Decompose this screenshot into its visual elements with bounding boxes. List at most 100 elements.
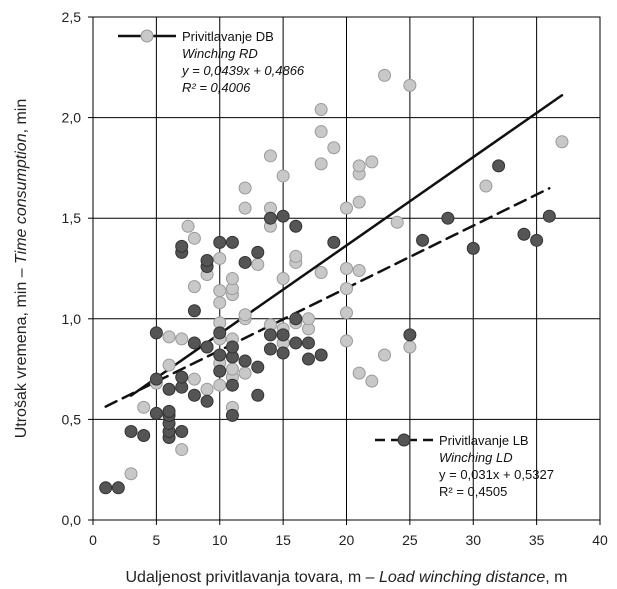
point-db bbox=[365, 155, 379, 169]
point-db bbox=[403, 78, 417, 92]
x-tick-label: 35 bbox=[529, 532, 545, 548]
point-db bbox=[378, 348, 392, 362]
point-lb bbox=[492, 159, 506, 173]
point-db bbox=[365, 374, 379, 388]
y-axis-title: Utrošak vremena, min – Time consumption,… bbox=[13, 99, 30, 439]
point-lb bbox=[149, 326, 163, 340]
x-tick-label: 30 bbox=[465, 532, 481, 548]
point-lb bbox=[137, 428, 151, 442]
point-db bbox=[327, 141, 341, 155]
point-db bbox=[213, 251, 227, 265]
y-axis-title-italic: Time consumption bbox=[13, 133, 30, 264]
point-lb bbox=[466, 241, 480, 255]
point-lb bbox=[276, 209, 290, 223]
point-lb bbox=[99, 481, 113, 495]
legend-db-equation: y = 0,0439x + 0,4866 bbox=[181, 63, 305, 78]
x-tick-label: 5 bbox=[152, 532, 160, 548]
point-db bbox=[352, 195, 366, 209]
point-lb bbox=[251, 360, 265, 374]
point-db bbox=[276, 272, 290, 286]
point-lb bbox=[301, 336, 315, 350]
point-lb bbox=[251, 388, 265, 402]
point-db bbox=[340, 262, 353, 275]
legend-lb-subtitle: Winching LD bbox=[439, 450, 513, 465]
x-tick-label: 10 bbox=[212, 532, 228, 548]
point-lb bbox=[289, 219, 303, 233]
point-db bbox=[352, 264, 366, 278]
point-lb bbox=[327, 235, 341, 249]
point-db bbox=[352, 366, 366, 380]
y-tick-label: 1,0 bbox=[62, 311, 82, 327]
point-db bbox=[213, 378, 227, 392]
x-axis-title-plain: Udaljenost privitlavanja tovara, m – bbox=[125, 569, 378, 586]
point-db bbox=[137, 400, 151, 414]
legend-lb: Privitlavanje LB Winching LD y = 0,031x … bbox=[375, 433, 554, 499]
point-lb bbox=[187, 336, 201, 350]
point-db bbox=[162, 358, 176, 372]
point-lb bbox=[225, 340, 239, 354]
point-db bbox=[289, 249, 303, 263]
point-lb bbox=[530, 233, 544, 247]
point-lb bbox=[162, 404, 176, 418]
axis-ticks: 0 5 10 15 20 25 30 35 40 0,0 0,5 1,0 1,5 2,0 2,5 bbox=[62, 9, 608, 548]
point-lb bbox=[289, 312, 303, 326]
point-db bbox=[251, 257, 265, 271]
y-tick-label: 2,0 bbox=[62, 110, 82, 126]
point-lb bbox=[403, 328, 417, 342]
x-tick-label: 0 bbox=[89, 532, 97, 548]
point-db bbox=[276, 169, 290, 183]
point-db bbox=[314, 125, 328, 139]
point-lb bbox=[263, 328, 277, 342]
point-db bbox=[175, 332, 189, 346]
point-db bbox=[340, 306, 353, 320]
point-lb bbox=[441, 211, 455, 225]
point-db bbox=[238, 201, 252, 215]
x-axis-title-tail: , m bbox=[545, 569, 567, 586]
point-db bbox=[378, 68, 392, 82]
point-db bbox=[352, 159, 366, 173]
point-lb bbox=[162, 382, 176, 396]
legend-db-subtitle: Winching RD bbox=[182, 46, 258, 61]
point-lb bbox=[225, 408, 239, 422]
point-db bbox=[314, 157, 328, 171]
point-db bbox=[301, 312, 315, 326]
point-lb bbox=[187, 388, 201, 402]
x-tick-label: 40 bbox=[592, 532, 608, 548]
point-lb bbox=[175, 239, 189, 253]
point-lb bbox=[175, 370, 189, 384]
point-lb bbox=[149, 406, 163, 420]
point-db bbox=[238, 181, 252, 195]
point-db bbox=[162, 330, 176, 344]
legend-db-r2: R² = 0,4006 bbox=[182, 80, 251, 95]
point-db bbox=[175, 443, 189, 457]
point-lb bbox=[213, 235, 227, 249]
data-points bbox=[99, 68, 569, 495]
point-db bbox=[479, 179, 493, 193]
point-lb bbox=[213, 364, 227, 378]
point-db bbox=[314, 266, 328, 280]
point-db bbox=[238, 308, 252, 322]
point-lb bbox=[314, 348, 328, 362]
point-db bbox=[181, 219, 195, 233]
point-db bbox=[314, 103, 328, 117]
point-db bbox=[238, 366, 252, 380]
point-db bbox=[555, 135, 569, 149]
point-lb bbox=[200, 253, 214, 267]
point-lb bbox=[251, 245, 265, 259]
point-lb bbox=[416, 233, 430, 247]
point-lb bbox=[149, 372, 163, 386]
point-db bbox=[200, 382, 214, 396]
point-lb bbox=[175, 424, 189, 438]
point-lb bbox=[111, 481, 125, 495]
y-axis-title-plain: Utrošak vremena, min – bbox=[13, 264, 30, 438]
y-axis-title-tail: , min bbox=[13, 99, 30, 134]
point-lb bbox=[225, 235, 239, 249]
point-lb bbox=[213, 326, 227, 340]
point-lb bbox=[124, 424, 138, 438]
point-lb bbox=[517, 227, 531, 241]
point-lb bbox=[289, 336, 303, 350]
legend-db: Privitlavanje DB Winching RD y = 0,0439x… bbox=[118, 29, 305, 95]
point-db bbox=[263, 149, 277, 163]
legend-lb-equation: y = 0,031x + 0,5327 bbox=[439, 467, 554, 482]
